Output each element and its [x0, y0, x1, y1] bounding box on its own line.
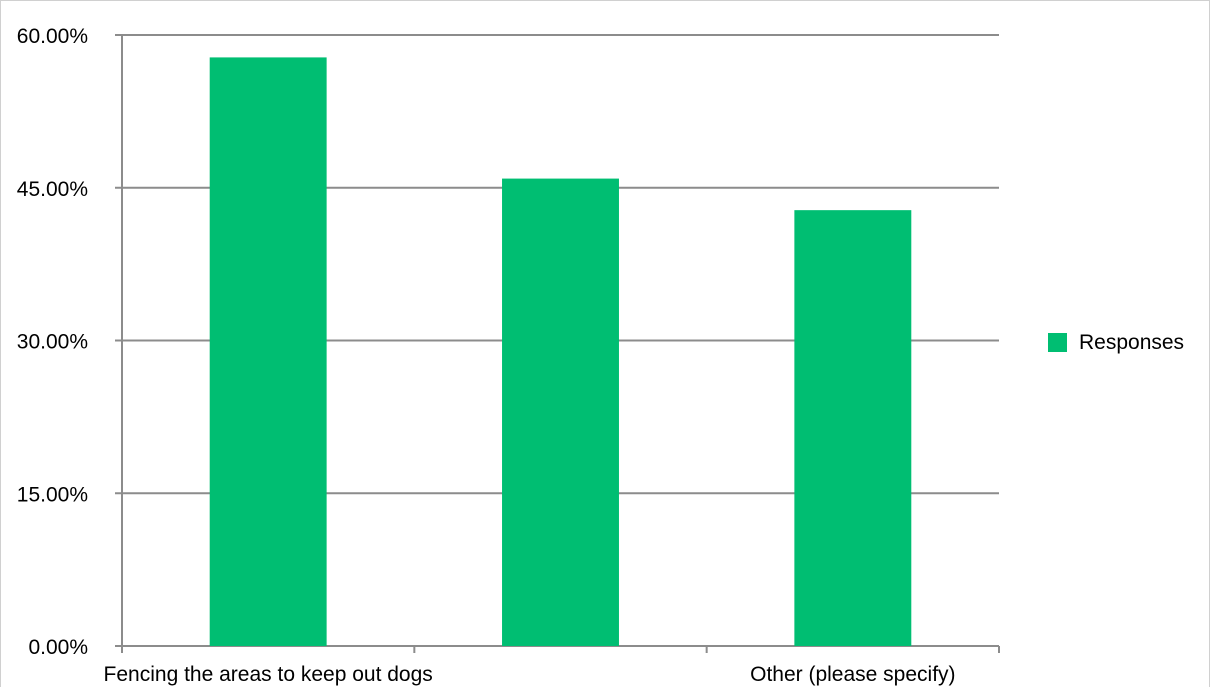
y-tick-label: 45.00%: [17, 178, 88, 201]
bar-3: [794, 210, 912, 647]
y-tick-label: 15.00%: [17, 483, 88, 506]
legend-swatch-responses: [1048, 333, 1067, 352]
bars: [209, 57, 912, 647]
y-tick-labels: 0.00% 15.00% 30.00% 45.00% 60.00%: [17, 25, 88, 659]
bar-2: [502, 178, 619, 646]
legend: Responses: [1048, 331, 1184, 354]
bar-1: [209, 57, 327, 647]
y-tick-label: 0.00%: [28, 636, 88, 659]
x-tick-label: Fencing the areas to keep out dogs: [104, 663, 433, 686]
x-tick-label: Other (please specify): [750, 663, 955, 686]
legend-label-responses: Responses: [1079, 331, 1184, 354]
y-tick-label: 30.00%: [17, 331, 88, 354]
y-tick-label: 60.00%: [17, 25, 88, 48]
x-tick-labels: Fencing the areas to keep out dogs Other …: [104, 663, 956, 686]
